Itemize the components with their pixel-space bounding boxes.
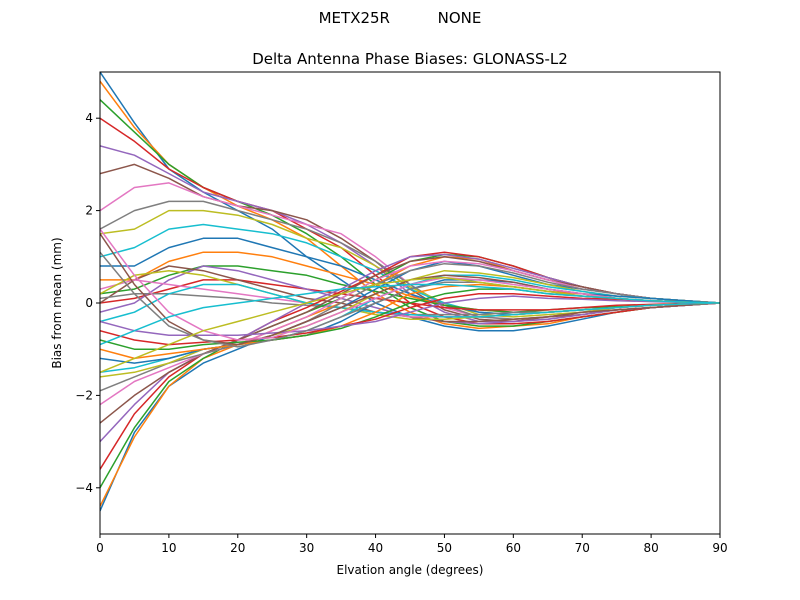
y-tick-label: 4 (85, 111, 93, 125)
x-tick-label: 10 (161, 541, 176, 555)
x-tick-label: 0 (96, 541, 104, 555)
series-layer (100, 72, 720, 512)
x-axis-label: Elvation angle (degrees) (337, 563, 484, 577)
x-tick-label: 70 (575, 541, 590, 555)
figure-suptitle: METX25R NONE (318, 9, 482, 27)
y-tick-label: 2 (85, 204, 93, 218)
series-line-28 (100, 262, 720, 392)
x-tick-label: 80 (643, 541, 658, 555)
x-tick-label: 20 (230, 541, 245, 555)
y-tick-label: −2 (75, 388, 93, 402)
series-line-3 (100, 99, 720, 327)
series-line-26 (100, 256, 720, 424)
series-line-34 (100, 293, 720, 346)
x-tick-label: 40 (368, 541, 383, 555)
y-axis-label: Bias from mean (mm) (50, 237, 64, 368)
x-tick-label: 30 (299, 541, 314, 555)
x-tick-label: 50 (437, 541, 452, 555)
series-line-2 (100, 80, 720, 330)
x-axis: 0 10 20 30 40 50 60 70 80 90 (96, 534, 728, 555)
chart-title: Delta Antenna Phase Biases: GLONASS-L2 (252, 50, 568, 68)
series-line-40 (100, 283, 720, 346)
series-line-20 (100, 283, 720, 323)
y-tick-label: −4 (75, 481, 93, 495)
y-tick-label: 0 (85, 296, 93, 310)
y-axis: −4 −2 0 2 4 (75, 111, 100, 495)
x-tick-label: 90 (712, 541, 727, 555)
series-line-35 (100, 295, 720, 337)
x-tick-label: 60 (506, 541, 521, 555)
